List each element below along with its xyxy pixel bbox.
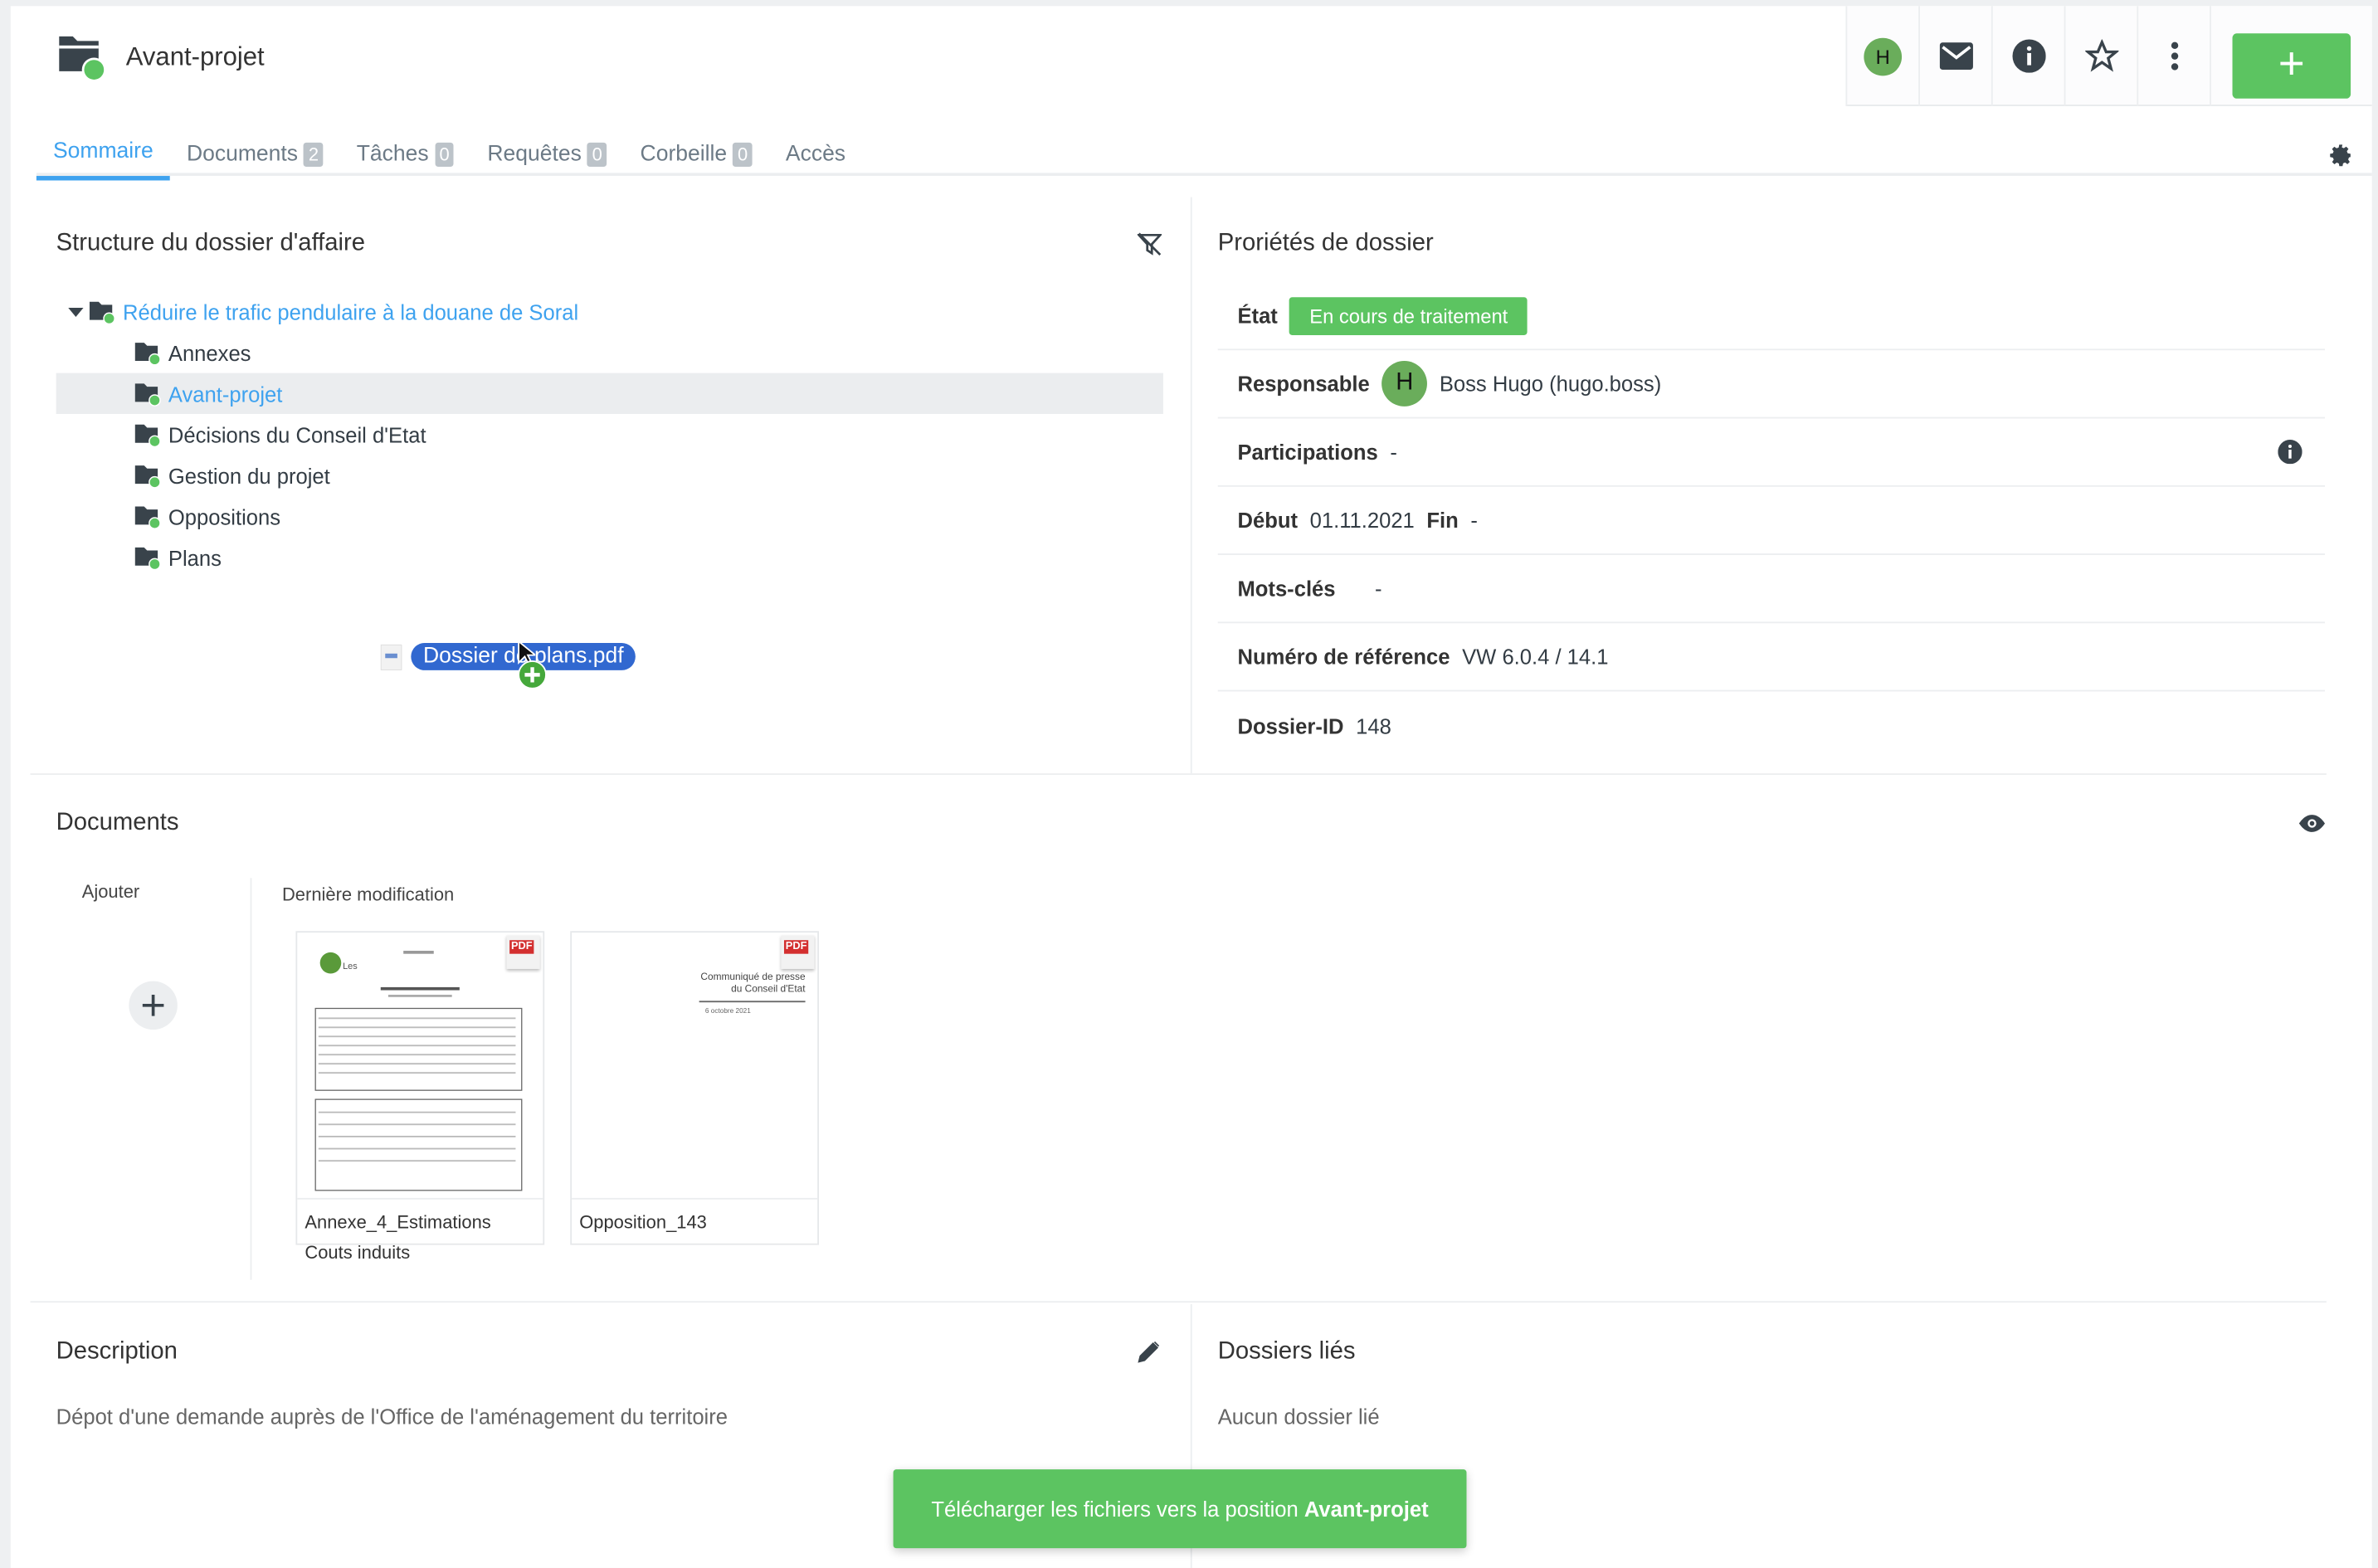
document-name: Annexe_4_Estimations Couts induits xyxy=(305,1211,491,1264)
folder-icon xyxy=(56,31,108,93)
star-icon xyxy=(2084,39,2118,72)
favorite-button[interactable] xyxy=(2064,6,2137,106)
structure-title: Structure du dossier d'affaire xyxy=(56,230,366,256)
tab-documents[interactable]: Documents 2 xyxy=(170,134,340,181)
tab-bar: Sommaire Documents 2 Tâches 0 Requêtes 0 Co… xyxy=(36,134,862,181)
plus-icon xyxy=(142,995,164,1016)
tree-item[interactable]: Avant-projet xyxy=(56,373,1163,414)
description-title: Description xyxy=(56,1338,178,1366)
caret-down-icon[interactable] xyxy=(68,305,84,318)
documents-title: Documents xyxy=(56,810,179,836)
pdf-icon: PDF xyxy=(781,935,815,969)
mail-icon xyxy=(1938,42,1973,71)
tree-item[interactable]: Gestion du projet xyxy=(56,455,1163,495)
divider xyxy=(36,173,2372,177)
folder-tree: Réduire le trafic pendulaire à la douane… xyxy=(56,291,1163,577)
page-title: Avant-projet xyxy=(125,42,265,71)
add-button[interactable]: + xyxy=(2232,32,2351,98)
tree-item[interactable]: Annexes xyxy=(56,332,1163,373)
folder-icon xyxy=(134,505,161,528)
tab-acces[interactable]: Accès xyxy=(785,141,846,167)
properties-panel: État En cours de traitement Responsable H B… xyxy=(1217,282,2326,760)
info-icon xyxy=(2011,39,2045,73)
gear-icon[interactable] xyxy=(2328,143,2354,168)
folder-icon xyxy=(134,423,161,447)
prop-state: État En cours de traitement xyxy=(1217,282,2326,351)
info-icon[interactable] xyxy=(2278,440,2302,465)
more-vertical-icon xyxy=(2170,41,2178,71)
document-preview: Les PDF xyxy=(297,933,543,1200)
count-badge: 0 xyxy=(733,141,753,167)
tab-requetes[interactable]: Requêtes 0 xyxy=(470,134,623,181)
upload-toast: Télécharger les fichiers vers la positio… xyxy=(893,1469,1467,1549)
document-card[interactable]: Les PDF Annexe_4_Estimations Couts indui… xyxy=(295,931,545,1264)
add-document-button[interactable] xyxy=(129,981,178,1030)
count-badge: 2 xyxy=(304,141,324,167)
prop-responsible: Responsable H Boss Hugo (hugo.boss) xyxy=(1217,350,2326,419)
tree-item[interactable]: Plans xyxy=(56,537,1163,577)
linked-title: Dossiers liés xyxy=(1217,1338,1356,1366)
eye-icon[interactable] xyxy=(2298,815,2326,833)
tree-item[interactable]: Décisions du Conseil d'Etat xyxy=(56,414,1163,455)
tree-root[interactable]: Réduire le trafic pendulaire à la douane… xyxy=(56,291,1163,332)
filter-off-icon[interactable] xyxy=(1137,232,1162,256)
header-actions: H + xyxy=(1845,6,2372,106)
recent-label: Dernière modification xyxy=(281,884,455,906)
mail-button[interactable] xyxy=(1918,6,1991,106)
info-button[interactable] xyxy=(1991,6,2064,106)
tab-sommaire[interactable]: Sommaire xyxy=(36,134,170,181)
count-badge: 0 xyxy=(434,141,455,167)
folder-icon xyxy=(134,465,161,488)
page: Avant-projet H + Sommaire Documents 2 Tâc… xyxy=(10,6,2372,1568)
document-card[interactable]: Communiqué de presse du Conseil d'Etat 6… xyxy=(570,931,820,1245)
more-button[interactable] xyxy=(2137,6,2210,106)
prop-participations: Participations - xyxy=(1217,418,2326,487)
file-icon xyxy=(380,643,402,670)
prop-id: Dossier-ID 148 xyxy=(1237,713,1391,738)
properties-title: Proriétés de dossier xyxy=(1217,230,1434,256)
svg-text:Les: Les xyxy=(343,962,358,971)
folder-icon xyxy=(134,546,161,570)
folder-icon xyxy=(134,342,161,365)
copy-plus-icon xyxy=(518,660,547,689)
status-badge: En cours de traitement xyxy=(1289,296,1528,335)
linked-text: Aucun dossier lié xyxy=(1217,1404,1380,1429)
folder-icon xyxy=(89,300,115,324)
tab-corbeille[interactable]: Corbeille 0 xyxy=(623,134,768,181)
tab-taches[interactable]: Tâches 0 xyxy=(340,134,471,181)
prop-reference: Numéro de référence VW 6.0.4 / 14.1 xyxy=(1217,623,2326,692)
description-text: Dépot d'une demande auprès de l'Office d… xyxy=(56,1404,729,1429)
folder-icon xyxy=(134,382,161,406)
pdf-icon: PDF xyxy=(506,935,540,969)
avatar: H xyxy=(1381,361,1428,407)
document-name: Opposition_143 xyxy=(579,1211,707,1234)
count-badge: 0 xyxy=(587,141,607,167)
prop-dates: Début 01.11.2021 Fin - xyxy=(1217,487,2326,555)
prop-keywords: Mots-clés - xyxy=(1217,555,2326,624)
tree-item[interactable]: Oppositions xyxy=(56,496,1163,537)
document-preview: Communiqué de presse du Conseil d'Etat 6… xyxy=(572,933,818,1200)
edit-icon[interactable] xyxy=(1138,1341,1160,1363)
header: Avant-projet H + xyxy=(11,6,2372,106)
add-label: Ajouter xyxy=(81,880,140,903)
avatar: H xyxy=(1864,37,1903,75)
user-button[interactable]: H xyxy=(1845,6,1918,106)
dragged-file: Dossier de plans.pdf xyxy=(380,642,636,670)
